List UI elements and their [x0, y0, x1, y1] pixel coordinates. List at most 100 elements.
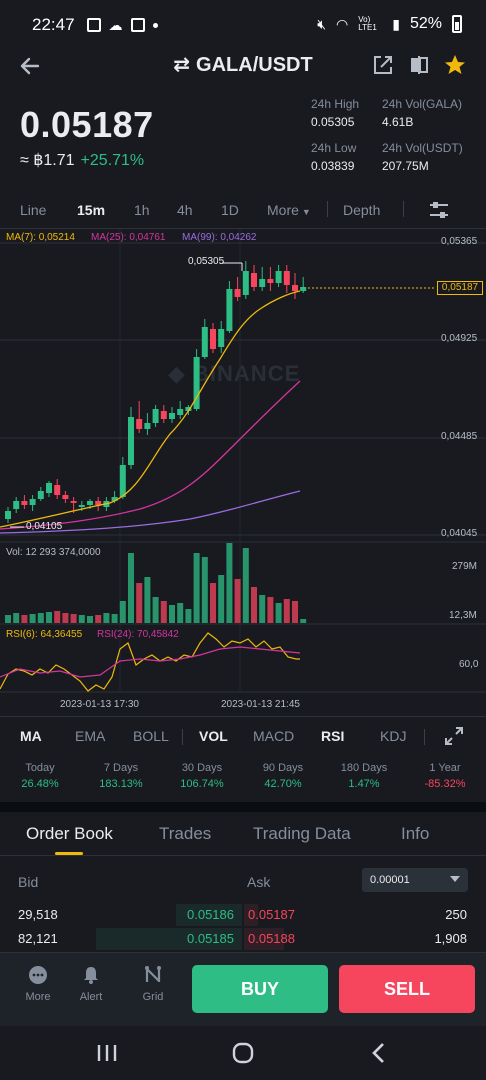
order-book-row[interactable]: 82,121 0.05185 0.05188 1,908 [0, 928, 486, 950]
volume-bar [251, 587, 257, 623]
volume-bar [234, 579, 241, 623]
favorite-button[interactable] [440, 50, 470, 80]
candle-body [201, 327, 208, 357]
swap-icon: ⇄ [173, 54, 191, 76]
indicator-ema[interactable]: EMA [75, 728, 106, 744]
candle-body [210, 329, 216, 349]
interval-more[interactable]: More ▼ [267, 202, 311, 218]
order-book-row[interactable]: 29,518 0.05186 0.05187 250 [0, 904, 486, 926]
interval-line[interactable]: Line [20, 202, 47, 218]
battery-percent: 52% [409, 15, 442, 32]
volume-bar [136, 583, 143, 623]
perf-30d: 30 Days 106.74% [180, 762, 224, 790]
interval-15m[interactable]: 15m [77, 202, 106, 218]
ma25-legend: MA(25): 0,04761 [91, 232, 166, 243]
volume-bar [185, 609, 192, 623]
candle-body [29, 499, 36, 505]
stat-24h-high: 24h High 0.05305 [311, 97, 360, 129]
network-label: Vo) LTE1 [358, 15, 377, 32]
gallery-icon [86, 18, 101, 32]
rsi6-line [0, 632, 300, 692]
volume-bar [283, 599, 290, 623]
volume-bar [29, 614, 36, 623]
interval-1h[interactable]: 1h [134, 202, 150, 218]
ma7-line [0, 290, 301, 528]
perf-7d: 7 Days 183.13% [99, 762, 143, 790]
grid-bot-icon [145, 966, 161, 982]
volume-bar [201, 557, 208, 623]
caret-down-icon [450, 876, 460, 882]
candle-body [226, 289, 233, 331]
price-chart[interactable]: ◆ BINANCE MA(7): 0,05214 MA(25): 0,04761… [0, 228, 486, 710]
status-time: 22:47 [32, 15, 75, 34]
volume-bar [37, 613, 44, 623]
candle-body [37, 491, 44, 499]
sell-button[interactable]: SELL [339, 965, 475, 1013]
volume-bar [210, 583, 216, 623]
candle-body [119, 465, 126, 497]
indicator-vol[interactable]: VOL [199, 728, 228, 744]
more-button[interactable]: More [16, 965, 60, 1003]
indicator-tabs: MA EMA BOLL VOL MACD RSI KDJ [0, 716, 486, 756]
time-axis-label: 2023-01-13 17:30 [60, 699, 139, 710]
back-nav-button[interactable] [364, 1040, 394, 1066]
recent-apps-button[interactable] [92, 1040, 122, 1066]
buy-button[interactable]: BUY [192, 965, 328, 1013]
indicator-rsi[interactable]: RSI [321, 728, 345, 744]
volume-bar [54, 611, 61, 623]
tab-order-book[interactable]: Order Book [26, 824, 113, 843]
fullscreen-button[interactable] [443, 725, 465, 750]
bid-header: Bid [18, 874, 39, 890]
price-fiat-row: ≈ ฿1.71 +25.71% [20, 150, 144, 170]
precision-select[interactable]: 0.00001 [362, 868, 468, 892]
candle-body [128, 417, 134, 465]
candle-body [5, 511, 11, 519]
action-bar: More Alert Grid BUY SELL [0, 952, 486, 1026]
rsi24-line [0, 646, 301, 678]
home-button[interactable] [228, 1040, 258, 1066]
caret-down-icon: ▼ [301, 207, 311, 217]
candle-body [46, 483, 52, 493]
share-button[interactable] [368, 50, 398, 80]
last-price-tag: 0,05187 [437, 281, 483, 295]
candle-body [144, 423, 151, 429]
back-button[interactable] [14, 50, 46, 82]
alert-button[interactable]: Alert [69, 965, 113, 1003]
indicator-macd[interactable]: MACD [253, 728, 295, 744]
price-change: +25.71% [80, 152, 145, 169]
low-marker-label: 0,04105 [26, 521, 63, 532]
volume-bar [226, 543, 233, 623]
ask-qty: 250 [445, 907, 467, 922]
volume-axis-label: 12,3M [449, 610, 477, 621]
interval-1d[interactable]: 1D [221, 202, 239, 218]
notification-dot-icon [152, 22, 158, 28]
volume-bar [62, 613, 69, 623]
candle-body [13, 501, 20, 509]
tab-trading-data[interactable]: Trading Data [253, 824, 351, 843]
candle-body [136, 419, 143, 429]
indicator-ma[interactable]: MA [20, 728, 42, 744]
candle-body [54, 485, 61, 495]
ask-header: Ask [247, 874, 271, 890]
grid-button[interactable]: Grid [131, 965, 175, 1003]
volume-bar [152, 597, 159, 623]
interval-4h[interactable]: 4h [177, 202, 193, 218]
tab-trades[interactable]: Trades [159, 824, 212, 843]
depth-tab[interactable]: Depth [343, 202, 381, 218]
bid-price: 0.05186 [187, 907, 234, 922]
indicator-boll[interactable]: BOLL [133, 728, 169, 744]
volume-bar [87, 616, 93, 623]
battery-icon [452, 15, 462, 33]
perf-1y: 1 Year -85.32% [424, 762, 466, 790]
indicator-kdj[interactable]: KDJ [380, 728, 407, 744]
volume-bar [267, 597, 274, 623]
tab-info[interactable]: Info [401, 824, 430, 843]
stat-24h-vol-base: 24h Vol(GALA) 4.61B [382, 97, 463, 129]
volume-legend: Vol: 12 293 374,0000 [6, 547, 101, 558]
market-tabs: Order Book Trades Trading Data Info [0, 812, 486, 856]
chart-settings-button[interactable] [428, 199, 450, 224]
trading-mode-button[interactable] [404, 50, 434, 80]
volume-bar [119, 601, 126, 623]
perf-180d: 180 Days 1.47% [340, 762, 388, 790]
cloud-icon: ☁ [108, 16, 123, 33]
